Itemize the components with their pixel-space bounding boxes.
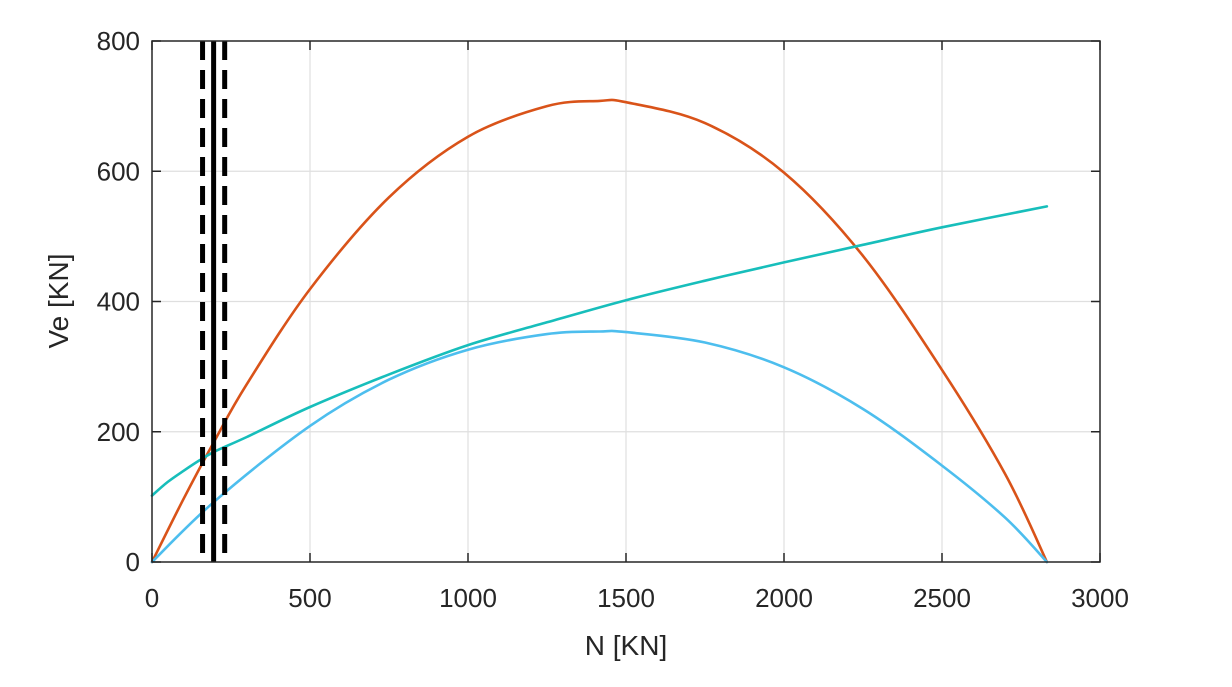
x-tick-label: 3000	[1071, 583, 1129, 613]
x-axis-label: N [KN]	[585, 630, 667, 661]
y-tick-label: 200	[97, 417, 140, 447]
y-tick-label: 600	[97, 156, 140, 186]
x-tick-label: 2000	[755, 583, 813, 613]
vertical-lines-group	[200, 41, 228, 562]
series-group	[150, 98, 1049, 564]
x-tick-label: 1000	[439, 583, 497, 613]
x-tick-label: 2500	[913, 583, 971, 613]
series-line-1	[150, 98, 1049, 564]
series-line-2	[150, 329, 1049, 564]
y-tick-label: 800	[97, 26, 140, 56]
series-line-3	[150, 205, 1049, 497]
x-tick-label: 1500	[597, 583, 655, 613]
y-tick-label: 400	[97, 287, 140, 317]
ticks-group: 0 500 1000 1500 2000 2500 3000 0 200 400 600 800	[97, 26, 1129, 613]
y-tick-label: 0	[126, 547, 140, 577]
y-axis-label: Ve [KN]	[43, 254, 74, 349]
x-tick-label: 500	[288, 583, 331, 613]
x-tick-label: 0	[145, 583, 159, 613]
